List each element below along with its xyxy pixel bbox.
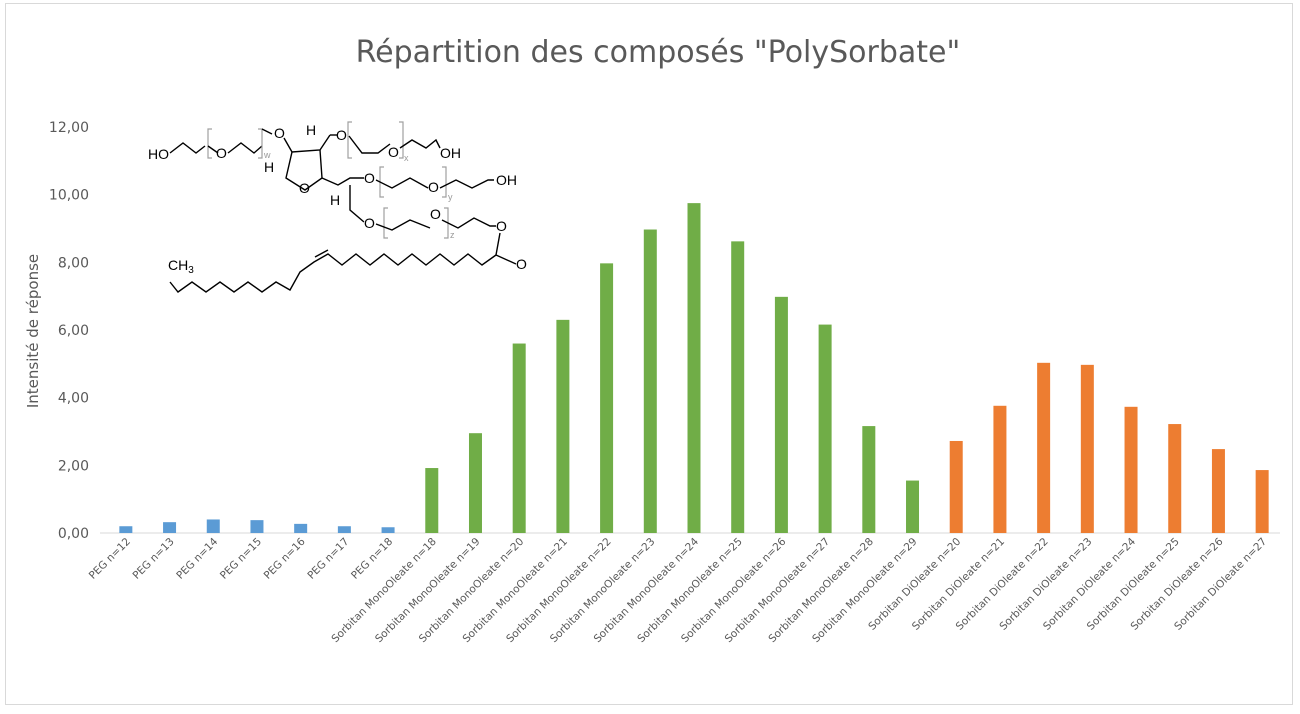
mol-bracket xyxy=(207,128,212,159)
y-tick-label: 2,00 xyxy=(58,458,89,474)
mol-bond xyxy=(375,177,429,189)
bar xyxy=(425,468,439,533)
bar xyxy=(294,523,308,533)
bar xyxy=(906,480,920,533)
bar xyxy=(1080,364,1094,533)
bar xyxy=(687,203,701,533)
mol-double-bond xyxy=(314,249,329,258)
bar xyxy=(818,324,832,533)
bar xyxy=(993,405,1007,533)
bar xyxy=(731,241,745,533)
bar xyxy=(1211,449,1225,533)
bar xyxy=(862,426,876,533)
mol-bond xyxy=(441,217,496,229)
bar xyxy=(468,433,482,533)
mol-label-o: O xyxy=(216,145,227,161)
mol-label-o-carbonyl: O xyxy=(516,256,527,272)
y-tick-label: 6,00 xyxy=(58,323,89,339)
bar xyxy=(206,519,220,533)
bar xyxy=(600,263,614,533)
mol-label-o: O xyxy=(336,127,347,143)
mol-bracket xyxy=(399,121,404,159)
bar xyxy=(1124,406,1138,533)
mol-label-ho-left: HO xyxy=(148,146,169,162)
mol-bond xyxy=(227,142,263,154)
mol-subscript-z: z xyxy=(450,230,455,240)
bar xyxy=(949,440,963,533)
mol-label-o: O xyxy=(364,170,375,186)
y-tick-label: 0,00 xyxy=(58,526,89,542)
mol-label-ch: CH xyxy=(168,257,188,273)
mol-bracket xyxy=(258,128,263,159)
x-tick-label: PEG n=16 xyxy=(262,535,308,581)
y-axis-ticks: 0,00 2,00 4,00 6,00 8,00 10,00 12,00 xyxy=(49,120,89,542)
bar xyxy=(774,296,788,533)
mol-bond xyxy=(348,135,391,154)
mol-bond xyxy=(207,145,219,154)
bar xyxy=(1037,362,1051,533)
mol-label-h: H xyxy=(264,159,274,175)
mol-subscript-x: x xyxy=(404,153,409,163)
y-tick-label: 12,00 xyxy=(49,120,89,136)
bar xyxy=(381,527,395,533)
y-axis-label: Intensité de réponse xyxy=(24,254,42,408)
mol-bond xyxy=(375,219,431,231)
bar xyxy=(163,522,177,533)
mol-bond xyxy=(169,142,206,154)
mol-subscript-w: w xyxy=(263,150,271,160)
chart-title: Répartition des composés "PolySorbate" xyxy=(356,35,961,70)
mol-label-o: O xyxy=(428,179,439,195)
mol-label-o: O xyxy=(364,215,375,231)
x-tick-label: PEG n=18 xyxy=(349,536,395,582)
mol-subscript-y: y xyxy=(448,192,453,202)
mol-label-oh-right: OH xyxy=(440,145,461,161)
mol-bond xyxy=(349,185,365,223)
y-tick-label: 4,00 xyxy=(58,391,89,407)
bar xyxy=(250,520,264,533)
mol-label-ch3: CH3 xyxy=(168,257,194,276)
mol-label-o-ester: O xyxy=(496,218,507,234)
polysorbate-structure-diagram: HO O w O H H O H O O x OH O O y OH O xyxy=(148,121,527,293)
bar xyxy=(1168,424,1182,533)
x-tick-label: PEG n=15 xyxy=(218,536,264,582)
x-tick-label: Sorbitan DiOleate n=27 xyxy=(1172,536,1269,633)
mol-bond xyxy=(261,128,273,135)
mol-bond xyxy=(399,138,441,149)
bar xyxy=(119,526,133,533)
y-tick-label: 10,00 xyxy=(49,188,89,204)
x-tick-label: PEG n=17 xyxy=(305,536,351,582)
y-tick-label: 8,00 xyxy=(58,255,89,271)
x-tick-label: PEG n=14 xyxy=(174,535,220,581)
bar xyxy=(337,526,351,533)
mol-label-oh-mid: OH xyxy=(496,172,517,188)
mol-label-h: H xyxy=(330,192,340,208)
mol-fatty-chain xyxy=(169,253,497,293)
mol-bond xyxy=(321,177,364,186)
mol-label-o: O xyxy=(430,206,441,222)
mol-bond xyxy=(283,134,331,153)
mol-label-ch3-sub: 3 xyxy=(188,265,194,276)
x-tick-label: PEG n=12 xyxy=(87,536,133,582)
mol-bond xyxy=(439,179,494,189)
bar xyxy=(1255,470,1269,533)
bar xyxy=(512,343,526,533)
x-tick-label: PEG n=13 xyxy=(131,536,177,582)
mol-bracket xyxy=(442,166,447,198)
bars xyxy=(119,203,1269,533)
mol-label-o: O xyxy=(274,125,285,141)
bar xyxy=(643,229,657,533)
mol-label-o-ring: O xyxy=(299,180,310,196)
mol-label-o: O xyxy=(388,144,399,160)
mol-bracket xyxy=(383,207,388,239)
mol-ring xyxy=(285,149,323,191)
mol-label-h: H xyxy=(306,122,316,138)
bar xyxy=(556,319,570,533)
mol-bracket xyxy=(347,121,352,159)
chart-frame xyxy=(5,3,1293,705)
mol-bond xyxy=(495,232,517,265)
